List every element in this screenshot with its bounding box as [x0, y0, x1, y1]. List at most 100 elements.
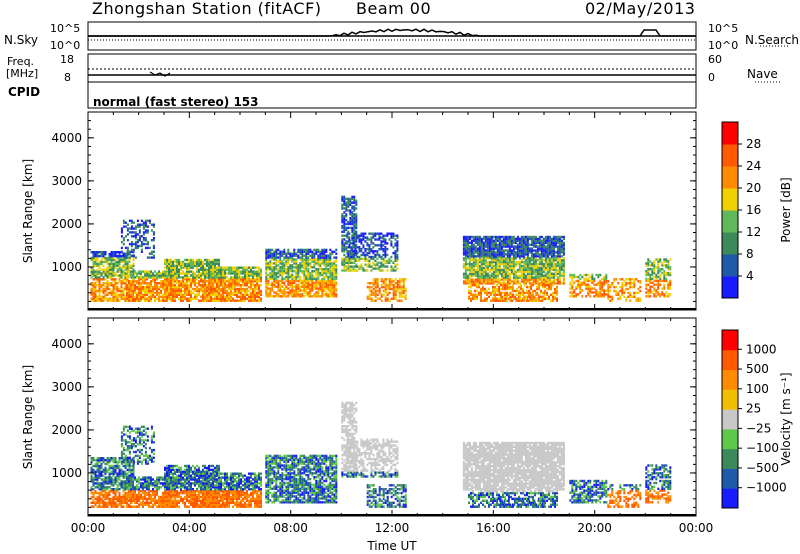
echo-cell — [212, 260, 214, 264]
echo-cell — [168, 270, 170, 273]
echo-cell — [291, 273, 294, 277]
echo-cell — [550, 299, 552, 302]
echo-cell — [112, 285, 115, 289]
echo-cell — [352, 232, 355, 235]
echo-cell — [112, 299, 115, 302]
echo-cell — [464, 270, 467, 273]
echo-cell — [112, 266, 115, 269]
echo-cell — [472, 247, 475, 250]
echo-cell — [335, 264, 338, 267]
echo-cell — [366, 253, 369, 257]
echo-cell — [208, 293, 210, 296]
echo-cell — [502, 264, 505, 268]
echo-cell — [492, 235, 495, 239]
echo-cell — [212, 272, 214, 275]
echo-cell — [194, 262, 196, 266]
echo-cell — [382, 269, 385, 272]
echo-cell — [548, 239, 551, 242]
echo-cell — [552, 266, 555, 270]
echo-cell — [482, 299, 484, 302]
echo-cell — [142, 239, 145, 242]
echo-cell — [544, 262, 547, 266]
echo-cell — [550, 251, 553, 254]
echo-cell — [98, 260, 101, 264]
echo-cell — [500, 257, 503, 260]
echo-cell — [188, 262, 190, 266]
echo-cell — [317, 270, 320, 273]
echo-cell — [349, 242, 352, 245]
echo-cell — [323, 279, 326, 283]
echo-cell — [108, 266, 111, 269]
echo-cell — [102, 270, 105, 273]
echo-cell — [112, 293, 115, 296]
echo-cell — [114, 264, 117, 267]
echo-cell — [392, 232, 395, 235]
echo-cell — [202, 262, 204, 266]
echo-cell — [230, 280, 232, 283]
echo-cell — [536, 251, 539, 254]
echo-cell — [216, 289, 218, 293]
echo-cell — [335, 289, 338, 292]
echo-cell — [142, 285, 144, 289]
echo-cell — [552, 299, 554, 302]
echo-cell — [311, 281, 314, 284]
echo-cell — [285, 279, 288, 283]
echo-cell — [482, 253, 485, 256]
echo-cell — [206, 270, 208, 273]
echo-cell — [132, 231, 135, 234]
echo-cell — [248, 266, 250, 269]
echo-cell — [378, 297, 381, 300]
echo-cell — [468, 282, 471, 285]
echo-cell — [138, 276, 140, 279]
echo-cell — [108, 256, 111, 260]
echo-cell — [550, 264, 553, 268]
echo-cell — [396, 248, 399, 251]
echo-cell — [122, 219, 125, 222]
echo-cell — [321, 260, 324, 263]
echo-cell — [329, 291, 332, 294]
echo-cell — [313, 283, 316, 286]
echo-cell — [158, 270, 160, 273]
echo-cell — [226, 272, 228, 275]
echo-cell — [190, 284, 192, 287]
echo-cell — [528, 276, 531, 279]
echo-cell — [335, 268, 338, 271]
echo-cell — [224, 282, 226, 285]
echo-cell — [134, 240, 137, 244]
echo-cell — [273, 277, 276, 281]
echo-cell — [174, 258, 176, 262]
echo-cell — [394, 250, 397, 253]
echo-cell — [554, 270, 557, 273]
echo-cell — [94, 264, 97, 267]
echo-cell — [130, 264, 133, 267]
echo-cell — [283, 248, 286, 252]
echo-cell — [386, 232, 389, 235]
echo-cell — [244, 297, 246, 300]
echo-cell — [315, 262, 318, 265]
echo-cell — [599, 295, 602, 298]
echo-cell — [313, 293, 316, 296]
echo-cell — [212, 289, 214, 293]
echo-cell — [178, 287, 180, 291]
echo-cell — [281, 268, 284, 271]
echo-cell — [625, 299, 628, 302]
echo-cell — [335, 258, 338, 261]
echo-cell — [540, 282, 543, 285]
echo-cell — [303, 270, 306, 273]
echo-cell — [90, 251, 93, 254]
echo-cell — [601, 295, 604, 298]
echo-cell — [178, 262, 180, 266]
echo-cell — [238, 270, 240, 273]
echo-cell — [220, 270, 222, 273]
echo-cell — [295, 273, 298, 277]
echo-cell — [267, 295, 270, 298]
echo-cell — [404, 287, 407, 291]
echo-cell — [372, 257, 375, 261]
echo-cell — [625, 278, 628, 281]
echo-cell — [560, 264, 563, 268]
echo-cell — [120, 235, 123, 238]
echo-cell — [362, 267, 365, 270]
echo-cell — [370, 297, 373, 300]
echo-cell — [516, 245, 519, 248]
echo-cell — [550, 249, 553, 252]
